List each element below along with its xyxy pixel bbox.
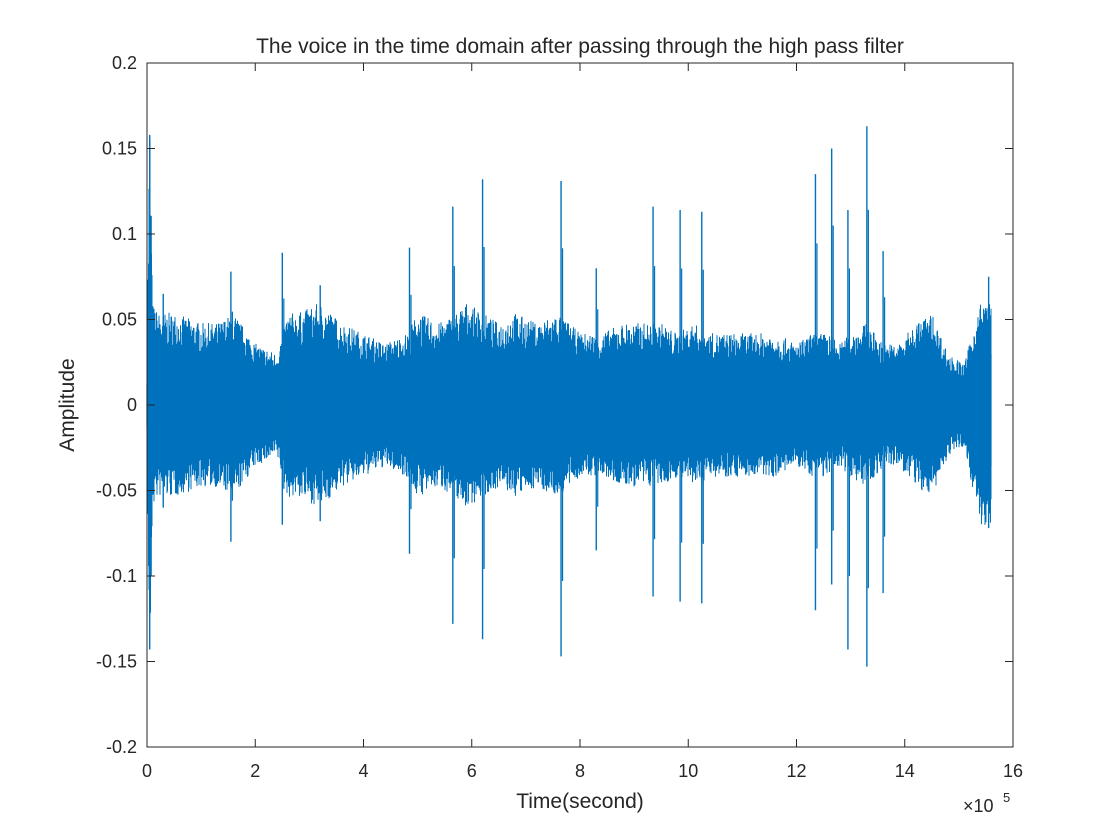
x-tick-label: 8: [575, 761, 585, 781]
y-axis-ticks: 0.2 0.15 0.1 0.05 0 -0.05 -0.1 -0.15 -0.2: [96, 53, 1013, 757]
x-tick-label: 12: [786, 761, 806, 781]
y-tick-label: 0.2: [112, 53, 137, 73]
x-tick-label: 0: [142, 761, 152, 781]
plot-area: [146, 62, 1014, 748]
x-tick-label: 6: [467, 761, 477, 781]
x-tick-label: 14: [895, 761, 915, 781]
x-axis-exponent: ×10 5: [963, 790, 1010, 816]
x-axis-exponent-base: ×10: [963, 796, 994, 816]
x-tick-label: 4: [358, 761, 368, 781]
x-tick-label: 2: [250, 761, 260, 781]
chart-title: The voice in the time domain after passi…: [256, 35, 904, 58]
x-axis-exponent-power: 5: [1003, 790, 1010, 805]
signal-layer: [146, 126, 992, 667]
y-tick-label: -0.05: [96, 481, 137, 501]
x-axis-ticks: 0 2 4 6 8 10 12 14 16: [142, 63, 1023, 781]
y-tick-label: 0.05: [102, 310, 137, 330]
y-tick-label: -0.1: [106, 566, 137, 586]
y-tick-label: -0.2: [106, 737, 137, 757]
x-tick-label: 10: [678, 761, 698, 781]
y-axis-label: Amplitude: [56, 358, 79, 451]
x-tick-label: 16: [1003, 761, 1023, 781]
y-tick-label: 0.15: [102, 139, 137, 159]
y-tick-label: -0.15: [96, 652, 137, 672]
y-tick-label: 0.1: [112, 224, 137, 244]
x-axis-label: Time(second): [516, 790, 644, 813]
y-tick-label: 0: [127, 395, 137, 415]
